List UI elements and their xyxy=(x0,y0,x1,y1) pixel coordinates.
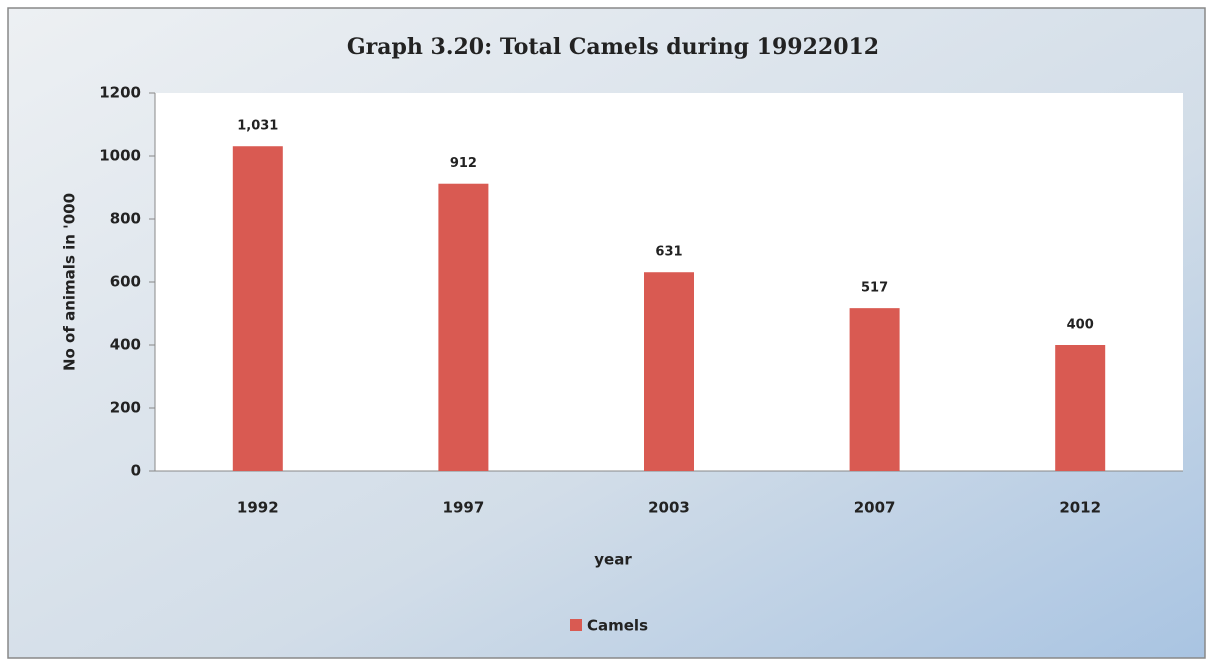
x-tick-label: 2012 xyxy=(1059,499,1101,517)
x-tick-label: 1992 xyxy=(237,499,279,517)
legend-label: Camels xyxy=(587,617,648,635)
y-tick-label: 1000 xyxy=(99,147,141,165)
x-tick-label: 1997 xyxy=(443,499,485,517)
bar xyxy=(438,183,489,471)
y-tick-label: 200 xyxy=(110,399,141,417)
chart-title: Graph 3.20: Total Camels during 19922012 xyxy=(347,34,879,60)
x-axis-label: year xyxy=(594,551,632,569)
bar xyxy=(849,308,900,471)
value-label: 631 xyxy=(655,245,682,260)
y-axis-label: No of animals in '000 xyxy=(61,193,79,371)
bar xyxy=(644,272,694,471)
y-tick-label: 400 xyxy=(110,336,141,354)
value-label: 1,031 xyxy=(237,119,278,134)
legend-swatch xyxy=(570,619,582,631)
y-tick-label: 0 xyxy=(131,462,141,480)
y-tick-label: 600 xyxy=(110,273,141,291)
bar xyxy=(1055,345,1106,471)
y-tick-label: 1200 xyxy=(99,84,141,102)
value-label: 912 xyxy=(450,156,477,171)
bar xyxy=(232,146,283,472)
value-label: 400 xyxy=(1067,318,1094,333)
x-tick-label: 2007 xyxy=(854,499,896,517)
x-tick-label: 2003 xyxy=(648,499,690,517)
value-label: 517 xyxy=(861,281,888,296)
y-tick-label: 800 xyxy=(110,210,141,228)
